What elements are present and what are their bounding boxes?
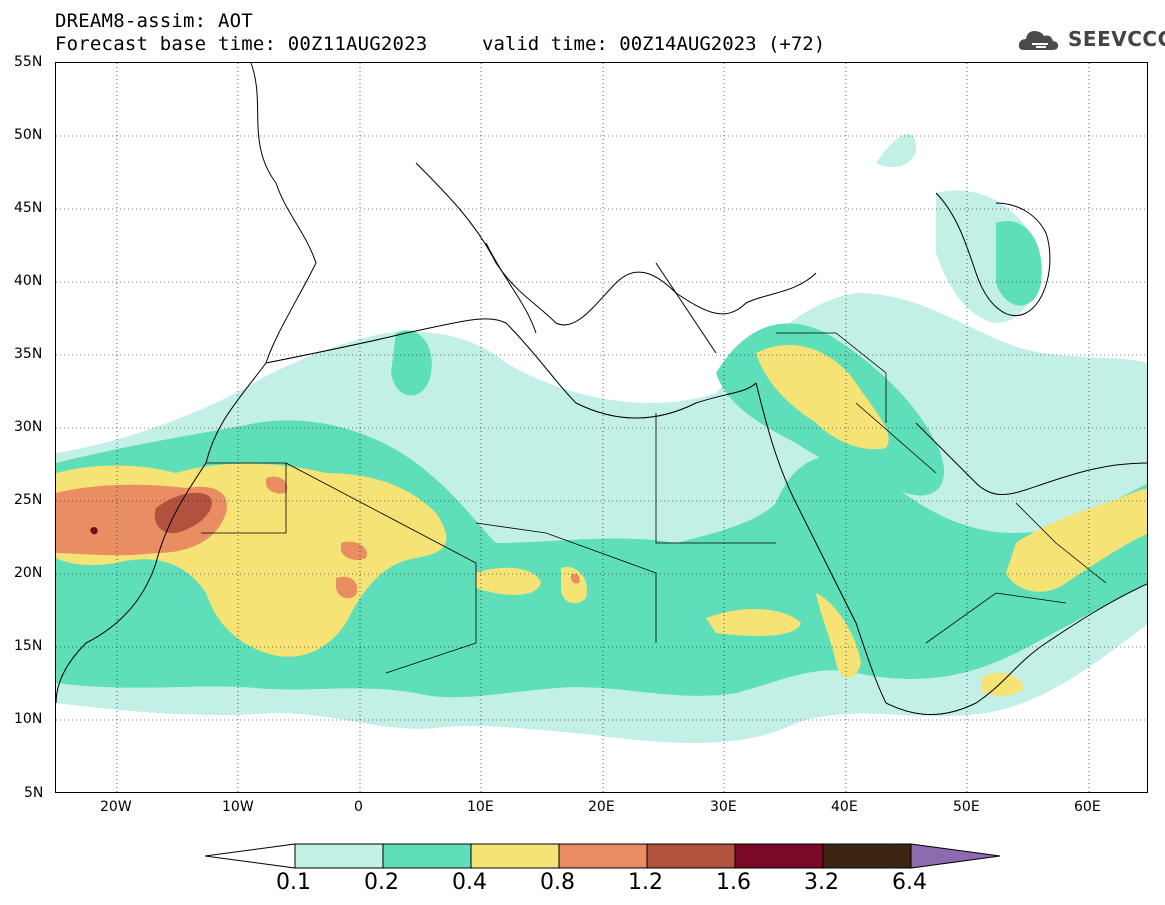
- colorbar-bin: [646, 843, 736, 869]
- lat-label: 50N: [14, 127, 43, 143]
- lat-label: 35N: [14, 346, 43, 362]
- lon-label: 60E: [1074, 799, 1101, 815]
- colorbar-label: 1.6: [716, 870, 751, 895]
- lon-label: 10E: [467, 799, 494, 815]
- colorbar-label: 0.8: [540, 870, 575, 895]
- lat-label: 45N: [14, 200, 43, 216]
- aot-colorbar: [205, 843, 1001, 869]
- colorbar-label: 1.2: [628, 870, 663, 895]
- lon-label: 30E: [710, 799, 737, 815]
- aot-field-map: [56, 63, 1147, 792]
- lat-label: 55N: [14, 54, 43, 70]
- lat-label: 20N: [14, 565, 43, 581]
- aot-level-1-2: [154, 492, 212, 534]
- colorbar-bin: [734, 843, 824, 869]
- lat-label: 30N: [14, 419, 43, 435]
- colorbar-label: 0.4: [452, 870, 487, 895]
- colorbar-bin: [822, 843, 912, 869]
- colorbar-label: 3.2: [804, 870, 839, 895]
- lat-label: 10N: [14, 711, 43, 727]
- aot-level-1-6: [90, 527, 98, 535]
- forecast-base-time: Forecast base time: 00Z11AUG2023: [55, 33, 428, 55]
- country-borders: [201, 332, 1107, 674]
- colorbar-bin: [558, 843, 648, 869]
- colorbar-label: 0.2: [364, 870, 399, 895]
- lat-label: 25N: [14, 492, 43, 508]
- colorbar-high-arrow: [910, 843, 1001, 869]
- coastlines: [56, 63, 1147, 716]
- colorbar-bin: [382, 843, 472, 869]
- cloud-logo-icon: [1018, 31, 1059, 50]
- map-panel[interactable]: [55, 62, 1148, 793]
- lat-label: 15N: [14, 638, 43, 654]
- colorbar-bin: [470, 843, 560, 869]
- colorbar-label: 0.1: [276, 870, 311, 895]
- colorbar-bin: [294, 843, 384, 869]
- colorbar-label: 6.4: [892, 870, 927, 895]
- lon-label: 50E: [953, 799, 980, 815]
- lon-label: 20W: [100, 799, 132, 815]
- lon-label: 10W: [222, 799, 254, 815]
- lat-label: 5N: [24, 785, 44, 801]
- lon-label: 40E: [831, 799, 858, 815]
- map-title: DREAM8-assim: AOT: [55, 10, 253, 32]
- lat-label: 40N: [14, 273, 43, 289]
- lon-label: 0: [354, 799, 363, 815]
- lon-label: 20E: [588, 799, 615, 815]
- logo-text: SEEVCCC: [1068, 27, 1165, 51]
- valid-time: valid time: 00Z14AUG2023 (+72): [482, 33, 826, 55]
- colorbar-low-arrow: [205, 843, 296, 869]
